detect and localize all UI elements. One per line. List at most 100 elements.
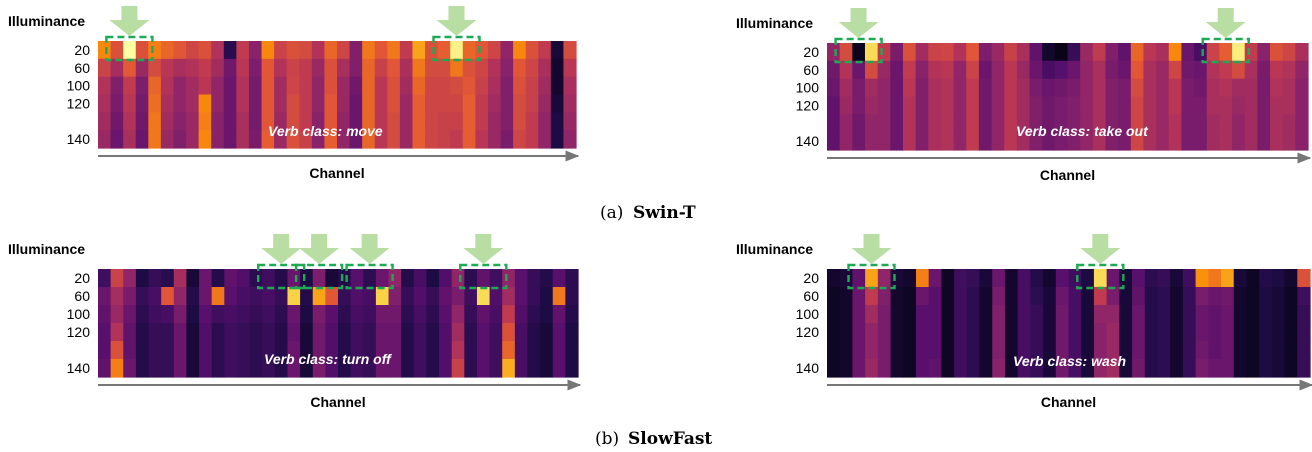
- heatmap-cell: [1244, 60, 1258, 80]
- heatmap-cell: [148, 94, 162, 113]
- highlight-arrow-icon: [1205, 8, 1246, 38]
- heatmap-cell: [160, 41, 175, 60]
- heatmap-cell: [940, 132, 955, 151]
- heatmap-cell: [1080, 78, 1094, 98]
- heatmap-cell: [953, 96, 967, 115]
- heatmap-cell: [160, 112, 175, 131]
- heatmap-cell: [1156, 78, 1170, 98]
- highlight-arrow-icon: [349, 234, 390, 264]
- heatmap-cell: [953, 60, 967, 80]
- heatmap-cell: [1168, 132, 1183, 151]
- heatmap-cell: [1295, 60, 1309, 80]
- heatmap-cell: [827, 132, 841, 151]
- heatmap-cell: [236, 76, 250, 96]
- heatmap-cell: [1080, 43, 1094, 62]
- heatmap-cell: [890, 132, 904, 151]
- heatmap-cell: [338, 323, 352, 342]
- heatmap-cell: [450, 112, 464, 131]
- heatmap-cell: [451, 359, 465, 378]
- heatmap-cell: [877, 269, 892, 288]
- heatmap-cell: [450, 130, 464, 149]
- heatmap-cell: [337, 94, 351, 113]
- heatmap-cell: [1195, 323, 1209, 342]
- heatmap-cell: [173, 323, 188, 342]
- heatmap-cell: [1093, 323, 1108, 342]
- heatmap-cell: [953, 43, 967, 62]
- heatmap-cell: [487, 130, 502, 149]
- y-axis-title: Illuminance: [736, 241, 813, 257]
- heatmap-cell: [1029, 96, 1043, 115]
- heatmap-cell: [476, 269, 491, 288]
- heatmap-cell: [123, 94, 137, 113]
- heatmap-cell: [953, 114, 967, 133]
- heatmap-cell: [1119, 287, 1133, 306]
- heatmap-cell: [1118, 96, 1132, 115]
- heatmap-cell: [565, 269, 579, 288]
- heatmap-cell: [877, 305, 892, 324]
- heatmap-cell: [312, 305, 326, 324]
- heatmap-cell: [1257, 78, 1271, 98]
- heatmap-cell: [1132, 323, 1146, 342]
- verb-class-annotation: Verb class: move: [268, 123, 383, 139]
- heatmap-cell: [399, 130, 414, 149]
- heatmap-cell: [274, 41, 288, 60]
- heatmap-cell: [928, 43, 942, 62]
- heatmap-cell: [1297, 341, 1311, 360]
- heatmap-cell: [1246, 341, 1260, 360]
- heatmap-cell: [502, 341, 516, 360]
- heatmap-cell: [224, 305, 238, 324]
- heatmap-cell: [98, 305, 112, 324]
- heatmap-cell: [362, 130, 376, 149]
- heatmap-cell: [865, 341, 879, 360]
- heatmap-cell: [173, 112, 187, 131]
- heatmap-cell: [915, 96, 929, 115]
- heatmap-cell: [991, 96, 1005, 115]
- heatmap-cell: [538, 130, 552, 149]
- y-tick-label: 60: [803, 62, 819, 78]
- heatmap-cell: [439, 305, 453, 324]
- heatmap-cell: [502, 287, 516, 306]
- heatmap-cell: [437, 76, 451, 96]
- heatmap-cell: [1182, 305, 1197, 324]
- heatmap-cell: [223, 41, 237, 60]
- heatmap-cell: [98, 341, 112, 360]
- heatmap-cell: [1156, 132, 1170, 151]
- heatmap-cell: [1271, 269, 1286, 288]
- heatmap-cell: [349, 58, 363, 78]
- heatmap-cell: [464, 305, 478, 324]
- heatmap-cell: [287, 359, 301, 378]
- heatmap-cell: [1195, 341, 1209, 360]
- heatmap-cell: [1143, 78, 1157, 98]
- heatmap-cell: [123, 305, 137, 324]
- heatmap-cell: [852, 269, 866, 288]
- heatmap-cell: [966, 60, 980, 80]
- heatmap-cell: [1195, 287, 1209, 306]
- heatmap-cell: [300, 287, 314, 306]
- heatmap-cell: [864, 132, 879, 151]
- heatmap-cell: [1232, 43, 1246, 62]
- heatmap-cell: [827, 114, 841, 133]
- heatmap-cell: [1029, 78, 1043, 98]
- highlight-box: [345, 263, 394, 290]
- heatmap-cell: [388, 269, 402, 288]
- heatmap-cell: [299, 41, 313, 60]
- heatmap-cell: [413, 287, 428, 306]
- heatmap-cell: [1106, 305, 1120, 324]
- heatmap-cell: [1271, 341, 1286, 360]
- heatmap-cell: [527, 323, 541, 342]
- heatmap-cell: [540, 269, 554, 288]
- heatmap-cell: [437, 130, 451, 149]
- heatmap-cell: [399, 76, 414, 96]
- heatmap-cell: [1170, 341, 1184, 360]
- heatmap-cell: [1181, 96, 1195, 115]
- heatmap-cell: [1208, 359, 1222, 378]
- y-tick-label: 140: [796, 360, 820, 376]
- heatmap-cell: [426, 269, 440, 288]
- heatmap-cell: [350, 341, 364, 360]
- heatmap-cell: [425, 58, 439, 78]
- heatmap-cell: [1106, 323, 1120, 342]
- heatmap-cell: [274, 94, 288, 113]
- heatmap-cell: [1157, 269, 1171, 288]
- heatmap-cell: [274, 130, 288, 149]
- heatmap-cell: [978, 60, 993, 80]
